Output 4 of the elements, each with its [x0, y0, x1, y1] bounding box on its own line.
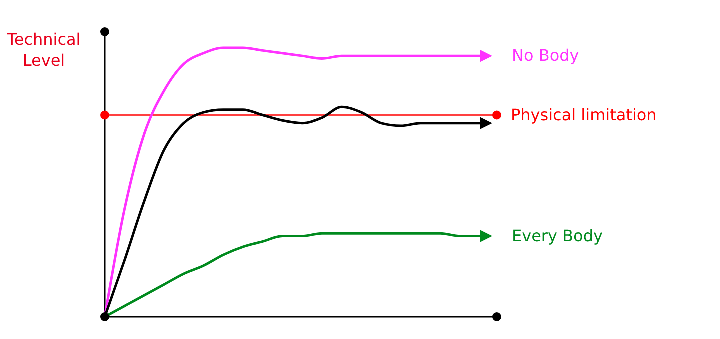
text: Every Body	[512, 226, 603, 246]
text: No Body	[512, 46, 580, 66]
y-axis-title: Technical Level	[6, 30, 81, 70]
ref-line-label: Physical limitation	[511, 105, 657, 124]
